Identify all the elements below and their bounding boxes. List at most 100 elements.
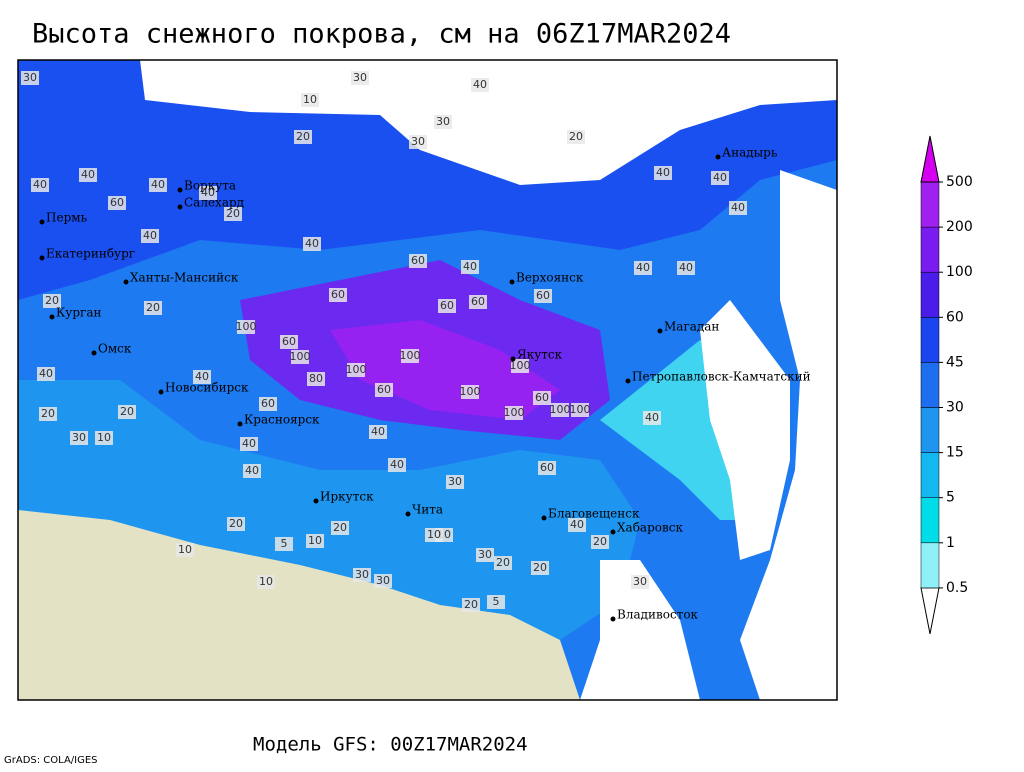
colorbar-label: 0.5	[946, 580, 968, 596]
city-name: Омск	[98, 342, 132, 356]
value-label-box	[471, 78, 489, 92]
value-label: 30	[448, 475, 462, 488]
value-label: 30	[353, 71, 367, 84]
value-label: 60	[377, 383, 391, 396]
city-marker	[39, 219, 45, 225]
colorbar-segment	[920, 271, 940, 318]
value-label: 60	[471, 295, 485, 308]
city-name: Магадан	[664, 320, 719, 334]
value-label: 100	[460, 385, 481, 398]
city-marker	[510, 356, 516, 362]
value-label-box	[494, 556, 512, 570]
colorbar-label: 60	[946, 309, 964, 325]
colorbar-segment	[920, 317, 940, 363]
bare-land	[18, 510, 580, 700]
value-label-box	[351, 71, 369, 85]
value-label: 100	[510, 359, 531, 372]
value-label: 20	[296, 130, 310, 143]
value-label-box	[505, 406, 523, 420]
city-name: Курган	[56, 306, 101, 320]
value-label-box	[369, 425, 387, 439]
value-label: 40	[245, 464, 259, 477]
value-label-box	[409, 254, 427, 268]
value-label-box	[375, 383, 393, 397]
value-label-box	[275, 537, 293, 551]
value-label: 60	[440, 299, 454, 312]
value-label: 100	[400, 349, 421, 362]
value-label: 80	[309, 372, 323, 385]
city-name: Хабаровск	[617, 521, 683, 535]
value-label: 10	[97, 431, 111, 444]
value-label: 30	[478, 548, 492, 561]
value-label: 10	[259, 575, 273, 588]
value-label-box	[243, 464, 261, 478]
value-label: 40	[242, 437, 256, 450]
value-label-box	[461, 260, 479, 274]
value-label: 30	[436, 115, 450, 128]
value-label-box	[476, 548, 494, 562]
city-marker	[509, 279, 515, 285]
city-marker	[91, 350, 97, 356]
value-label-box	[461, 385, 479, 399]
city-name: Салехард	[184, 196, 244, 210]
value-label-box	[568, 518, 586, 532]
city-name: Якутск	[517, 348, 563, 362]
value-label-box	[374, 574, 392, 588]
sea	[740, 170, 837, 700]
value-label: 10	[308, 534, 322, 547]
value-label-box	[291, 350, 309, 364]
value-label-box	[409, 135, 427, 149]
colorbar-segment	[920, 497, 940, 544]
colorbar-label: 30	[946, 400, 964, 416]
value-label: 40	[33, 178, 47, 191]
value-label: 40	[713, 171, 727, 184]
sea	[700, 300, 790, 560]
value-label: 20	[464, 598, 478, 611]
value-label-box	[306, 534, 324, 548]
value-label: 40	[570, 518, 584, 531]
value-label-box	[303, 237, 321, 251]
value-label: 60	[536, 289, 550, 302]
value-label-box	[534, 289, 552, 303]
city-marker	[313, 498, 319, 504]
city-marker	[657, 328, 663, 334]
value-label-box	[257, 575, 275, 589]
city-name: Владивосток	[617, 608, 699, 622]
value-label-box	[259, 397, 277, 411]
value-label-box	[43, 294, 61, 308]
colorbar-segment	[920, 407, 940, 453]
value-label-box	[199, 186, 217, 200]
value-label: 20	[569, 130, 583, 143]
city-name: Пермь	[46, 211, 88, 225]
city-name: Благовещенск	[548, 507, 640, 521]
value-label-box	[551, 403, 569, 417]
value-label-box	[329, 288, 347, 302]
value-label-box	[227, 517, 245, 531]
model-label: Модель GFS: 00Z17MAR2024	[253, 734, 528, 756]
value-label-box	[37, 367, 55, 381]
value-label: 100	[504, 406, 525, 419]
value-label-box	[446, 475, 464, 489]
colorbar-label: 500	[946, 174, 973, 190]
value-label-box	[462, 598, 480, 612]
value-label: 60	[110, 196, 124, 209]
city-name: Петропавловск-Камчатский	[632, 370, 811, 384]
value-label-box	[469, 295, 487, 309]
value-label: 40	[636, 261, 650, 274]
city-marker	[237, 421, 243, 427]
value-label: 20	[333, 521, 347, 534]
colorbar-segment	[920, 181, 940, 228]
value-label-box	[631, 575, 649, 589]
value-label: 40	[201, 186, 215, 199]
value-label: 40	[81, 168, 95, 181]
value-label-box	[224, 207, 242, 221]
value-label: 20	[496, 556, 510, 569]
colorbar-segment	[920, 452, 940, 498]
value-label: 20	[226, 207, 240, 220]
value-label-box	[401, 349, 419, 363]
value-label: 40	[731, 201, 745, 214]
sea	[140, 60, 837, 185]
value-label: 60	[282, 335, 296, 348]
value-label: 10	[303, 93, 317, 106]
